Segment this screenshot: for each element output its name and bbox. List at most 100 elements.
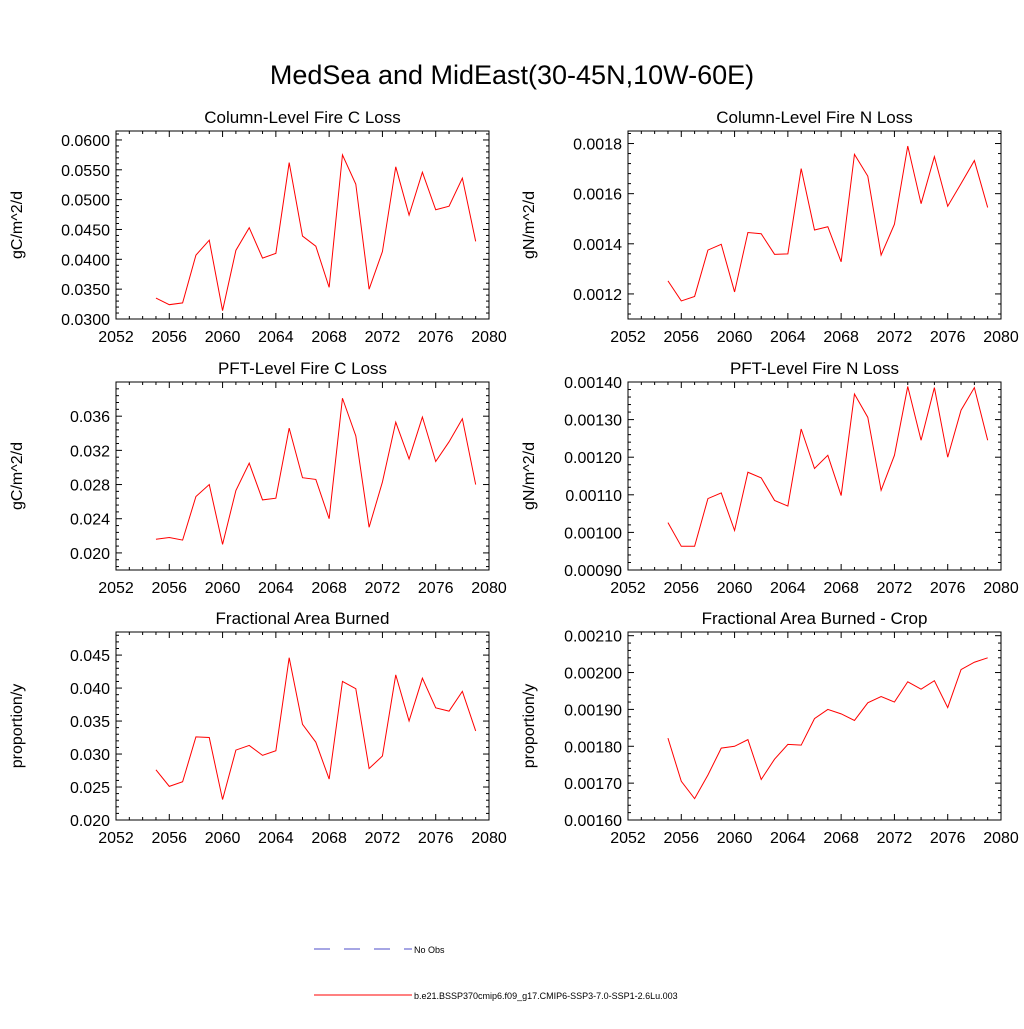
- y-axis-label: proportion/y: [9, 684, 26, 769]
- panel-title: PFT-Level Fire C Loss: [218, 359, 387, 378]
- plot-frame: [627, 631, 1002, 821]
- x-tick-label: 2060: [717, 329, 753, 346]
- y-tick-label: 0.0350: [61, 282, 110, 299]
- y-tick-label: 0.035: [70, 714, 110, 731]
- plot-frame: [115, 130, 490, 320]
- x-tick-label: 2068: [311, 830, 347, 847]
- y-tick-label: 0.00190: [564, 702, 622, 719]
- x-tick-label: 2068: [823, 580, 859, 597]
- panel-6: 2052 2056 2060 2064 2068 2072 2076 2080 0.00160 0…: [521, 609, 1019, 847]
- y-tick-label: 0.0012: [573, 287, 622, 304]
- panel-4: 2052 2056 2060 2064 2068 2072 2076 2080 0.00090 0…: [521, 359, 1019, 597]
- x-tick-label: 2064: [770, 580, 806, 597]
- x-tick-label: 2052: [610, 329, 646, 346]
- panel-5: 2052 2056 2060 2064 2068 2072 2076 2080 0.020 0.0…: [9, 609, 507, 847]
- y-tick-label: 0.0450: [61, 222, 110, 239]
- series-line: [667, 657, 988, 800]
- y-tick-label: 0.00210: [564, 629, 622, 646]
- y-tick-label: 0.040: [70, 681, 110, 698]
- x-tick-label: 2064: [258, 329, 294, 346]
- y-tick-label: 0.036: [70, 409, 110, 426]
- x-tick-label: 2056: [663, 830, 699, 847]
- y-tick-label: 0.00100: [564, 525, 622, 542]
- x-tick-label: 2056: [151, 329, 187, 346]
- x-tick-label: 2060: [205, 830, 241, 847]
- x-tick-label: 2068: [311, 329, 347, 346]
- x-tick-label: 2056: [151, 580, 187, 597]
- x-tick-label: 2052: [98, 580, 134, 597]
- x-tick-label: 2052: [610, 830, 646, 847]
- x-tick-label: 2072: [365, 580, 401, 597]
- x-tick-label: 2068: [823, 329, 859, 346]
- x-tick-label: 2080: [983, 830, 1019, 847]
- y-tick-label: 0.025: [70, 780, 110, 797]
- x-tick-label: 2076: [930, 830, 966, 847]
- x-tick-label: 2052: [98, 830, 134, 847]
- y-tick-label: 0.028: [70, 478, 110, 495]
- legend-model-label: b.e21.BSSP370cmip6.f09_g17.CMIP6-SSP3-7.…: [414, 991, 678, 1001]
- x-tick-label: 2056: [663, 329, 699, 346]
- series-line: [667, 386, 989, 547]
- x-tick-label: 2076: [418, 329, 454, 346]
- series-line: [155, 657, 477, 800]
- x-tick-label: 2060: [717, 580, 753, 597]
- y-tick-label: 0.00090: [564, 563, 622, 580]
- plot-frame: [115, 631, 490, 821]
- x-tick-label: 2068: [311, 580, 347, 597]
- y-tick-label: 0.020: [70, 813, 110, 830]
- x-tick-label: 2052: [610, 580, 646, 597]
- y-tick-label: 0.045: [70, 648, 110, 665]
- y-tick-label: 0.0016: [573, 187, 622, 204]
- x-tick-label: 2060: [205, 580, 241, 597]
- series-line: [667, 145, 989, 302]
- y-tick-label: 0.0018: [573, 137, 622, 154]
- panel-title: PFT-Level Fire N Loss: [730, 359, 899, 378]
- x-tick-label: 2056: [151, 830, 187, 847]
- y-tick-label: 0.030: [70, 747, 110, 764]
- y-tick-label: 0.00180: [564, 739, 622, 756]
- y-tick-label: 0.00160: [564, 813, 622, 830]
- y-axis-label: gC/m^2/d: [9, 191, 26, 259]
- y-tick-label: 0.0500: [61, 193, 110, 210]
- x-tick-label: 2072: [365, 329, 401, 346]
- y-tick-label: 0.0014: [573, 237, 622, 254]
- x-tick-label: 2076: [418, 580, 454, 597]
- panel-title: Column-Level Fire N Loss: [716, 108, 913, 127]
- y-tick-label: 0.00140: [564, 375, 622, 392]
- x-tick-label: 2080: [983, 329, 1019, 346]
- x-tick-label: 2060: [205, 329, 241, 346]
- x-tick-label: 2076: [930, 329, 966, 346]
- y-tick-label: 0.00120: [564, 450, 622, 467]
- panel-2: 2052 2056 2060 2064 2068 2072 2076 2080 0.0012 0.…: [521, 108, 1019, 346]
- y-tick-label: 0.0600: [61, 133, 110, 150]
- x-tick-label: 2072: [877, 329, 913, 346]
- x-tick-label: 2080: [471, 329, 507, 346]
- x-tick-label: 2080: [983, 580, 1019, 597]
- y-tick-label: 0.00110: [565, 488, 622, 505]
- x-tick-label: 2076: [930, 580, 966, 597]
- x-tick-label: 2072: [877, 580, 913, 597]
- x-tick-label: 2052: [98, 329, 134, 346]
- y-tick-label: 0.0300: [61, 312, 110, 329]
- plot-frame: [627, 130, 1002, 320]
- series-line: [155, 398, 477, 545]
- y-axis-label: gN/m^2/d: [521, 191, 538, 259]
- x-tick-label: 2080: [471, 830, 507, 847]
- legend: No Obs b.e21.BSSP370cmip6.f09_g17.CMIP6-…: [314, 945, 678, 1001]
- panel-title: Fractional Area Burned: [216, 609, 390, 628]
- x-tick-label: 2064: [770, 830, 806, 847]
- x-tick-label: 2068: [823, 830, 859, 847]
- panel-title: Fractional Area Burned - Crop: [702, 609, 928, 628]
- y-tick-label: 0.00200: [564, 666, 622, 683]
- plot-frame: [627, 381, 1002, 571]
- y-axis-label: gN/m^2/d: [521, 442, 538, 510]
- x-tick-label: 2080: [471, 580, 507, 597]
- panel-1: 2052 2056 2060 2064 2068 2072 2076 2080 0.0300 0.…: [9, 108, 507, 346]
- y-tick-label: 0.0550: [61, 163, 110, 180]
- x-tick-label: 2064: [770, 329, 806, 346]
- panel-3: 2052 2056 2060 2064 2068 2072 2076 2080 0.020 0.0…: [9, 359, 507, 597]
- series-line: [155, 152, 477, 311]
- y-tick-label: 0.00170: [564, 776, 622, 793]
- x-tick-label: 2072: [877, 830, 913, 847]
